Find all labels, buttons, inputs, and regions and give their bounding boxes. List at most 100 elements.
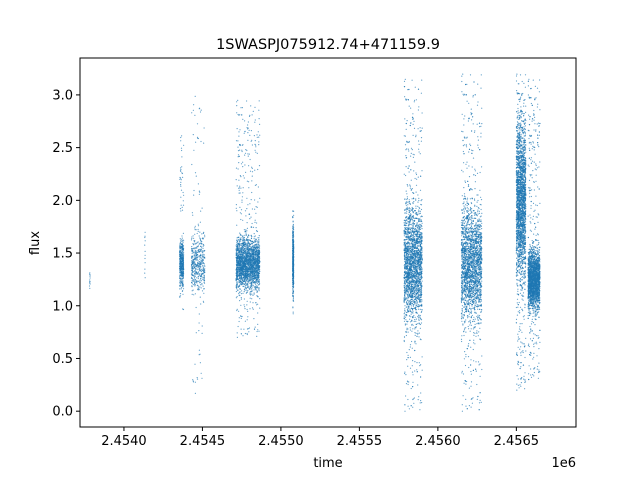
data-point xyxy=(257,276,259,278)
data-point xyxy=(249,271,251,273)
data-point xyxy=(236,270,238,272)
data-point xyxy=(419,228,421,230)
data-point xyxy=(256,290,258,292)
data-point xyxy=(243,229,245,231)
data-point xyxy=(409,318,411,320)
data-point xyxy=(237,113,239,116)
data-point xyxy=(253,286,255,288)
data-point xyxy=(249,297,251,299)
data-point xyxy=(246,245,248,247)
data-point xyxy=(200,287,202,289)
data-point xyxy=(242,235,244,237)
data-point xyxy=(198,349,200,351)
data-point xyxy=(180,240,182,242)
data-point xyxy=(194,248,196,250)
data-point xyxy=(191,260,193,262)
data-point xyxy=(251,175,253,177)
data-point xyxy=(236,308,238,310)
data-point xyxy=(236,258,238,260)
data-point xyxy=(247,121,249,123)
data-point xyxy=(292,232,294,234)
data-point xyxy=(182,288,185,290)
data-point xyxy=(292,228,294,230)
data-point xyxy=(244,154,246,156)
data-point xyxy=(240,297,242,299)
data-point xyxy=(246,100,248,102)
data-point xyxy=(244,277,246,279)
data-point xyxy=(254,208,256,210)
data-point xyxy=(246,283,248,285)
data-point xyxy=(242,280,244,282)
data-point xyxy=(404,118,406,120)
data-point xyxy=(244,308,246,310)
data-point xyxy=(197,241,199,243)
data-point xyxy=(245,284,247,286)
data-point xyxy=(194,225,196,227)
data-point xyxy=(419,292,421,294)
data-point xyxy=(195,306,197,309)
data-point xyxy=(194,381,196,383)
data-point xyxy=(242,257,244,259)
data-point xyxy=(196,277,198,279)
data-point xyxy=(259,270,261,272)
data-point xyxy=(252,272,254,274)
data-point xyxy=(198,322,200,324)
data-point xyxy=(248,275,250,278)
data-point xyxy=(180,252,183,254)
data-point xyxy=(236,281,238,283)
data-point xyxy=(201,377,203,379)
data-point xyxy=(249,249,251,251)
data-point xyxy=(417,317,419,319)
data-point xyxy=(179,178,181,180)
data-point xyxy=(195,175,197,177)
data-point xyxy=(418,106,420,108)
data-point xyxy=(194,229,196,231)
data-point xyxy=(419,153,421,155)
data-point xyxy=(179,250,181,252)
data-points xyxy=(88,73,541,412)
data-point xyxy=(247,266,249,268)
data-point xyxy=(242,175,244,177)
data-point xyxy=(179,249,181,251)
data-point xyxy=(239,288,241,290)
data-point xyxy=(292,313,294,315)
data-point xyxy=(201,241,203,243)
data-point xyxy=(246,277,248,279)
data-point xyxy=(238,264,240,266)
data-point xyxy=(193,266,196,268)
data-point xyxy=(415,198,417,200)
data-point xyxy=(183,253,185,255)
data-point xyxy=(192,262,194,264)
data-point xyxy=(197,285,199,287)
data-point xyxy=(257,262,260,264)
data-point xyxy=(243,283,245,285)
data-point xyxy=(235,287,238,289)
data-point xyxy=(403,135,405,137)
data-point xyxy=(191,273,193,275)
data-point xyxy=(89,277,91,279)
data-point xyxy=(182,266,184,268)
data-point xyxy=(242,242,244,244)
data-point xyxy=(244,268,246,270)
data-point xyxy=(405,374,407,376)
data-point xyxy=(292,274,294,276)
data-point xyxy=(253,135,255,137)
data-point xyxy=(179,284,181,287)
data-point xyxy=(240,333,242,335)
data-point xyxy=(196,251,198,253)
data-point xyxy=(410,217,412,219)
data-point xyxy=(258,266,261,268)
data-point xyxy=(190,274,193,276)
data-point xyxy=(247,247,250,249)
data-point xyxy=(181,273,183,275)
data-point xyxy=(251,226,253,228)
data-point xyxy=(191,293,193,295)
data-point xyxy=(201,269,203,271)
data-point xyxy=(292,244,295,247)
data-point xyxy=(180,258,182,260)
data-point xyxy=(255,146,257,148)
data-point xyxy=(193,279,195,281)
data-point xyxy=(182,284,184,286)
data-point xyxy=(243,177,245,179)
data-point xyxy=(404,221,406,223)
